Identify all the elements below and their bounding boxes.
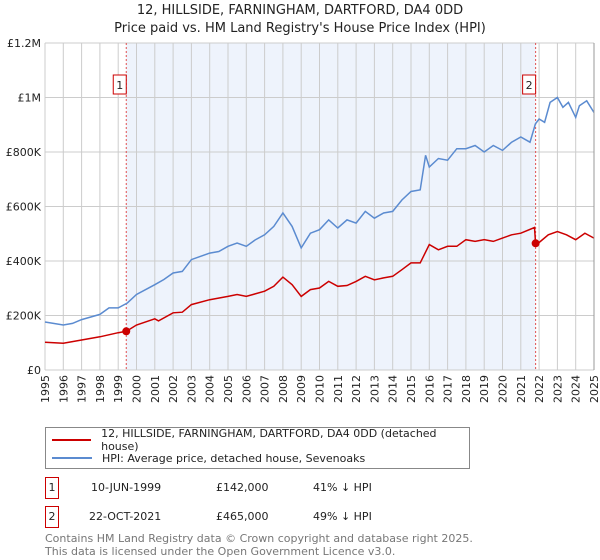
x-tick-label: 2021 [515,375,528,403]
x-tick-label: 2012 [350,375,363,403]
marker-label: 1 [116,79,123,92]
x-tick-label: 1998 [94,375,107,403]
x-tick-label: 2011 [332,375,345,403]
x-tick-label: 2016 [423,375,436,403]
transaction-date: 22-OCT-2021 [89,510,162,523]
transaction-delta: 49% ↓ HPI [313,510,372,523]
x-tick-label: 2025 [588,375,600,403]
legend-item-property: 12, HILLSIDE, FARNINGHAM, DARTFORD, DA4 … [52,427,469,453]
chart-subtitle: Price paid vs. HM Land Registry's House … [114,21,486,36]
transaction-delta: 41% ↓ HPI [313,481,372,494]
transaction-price: £465,000 [216,510,269,523]
y-tick-label: £600K [6,201,42,214]
x-tick-label: 2020 [497,375,510,403]
x-tick-label: 1997 [76,375,89,403]
x-tick-label: 2007 [259,375,272,403]
y-tick-label: £1M [18,92,42,105]
x-tick-label: 1996 [57,375,70,403]
x-tick-label: 2014 [387,375,400,403]
legend-item-hpi: HPI: Average price, detached house, Seve… [52,450,365,466]
x-tick-label: 2005 [222,375,235,403]
transaction-badge: 2 [45,506,59,528]
y-tick-label: £400K [6,255,42,268]
x-tick-label: 2017 [442,375,455,403]
x-tick-label: 2019 [478,375,491,403]
x-tick-label: 2024 [570,375,583,403]
footer-copyright: Contains HM Land Registry data © Crown c… [45,532,473,545]
marker-badge [112,74,127,95]
x-tick-label: 2004 [204,375,217,403]
transaction-price: £142,000 [216,481,269,494]
transaction-row: 1 10-JUN-1999 £142,000 41% ↓ HPI [45,477,545,499]
legend-label-hpi: HPI: Average price, detached house, Seve… [102,451,366,465]
chart-title: 12, HILLSIDE, FARNINGHAM, DARTFORD, DA4 … [136,3,464,18]
legend: 12, HILLSIDE, FARNINGHAM, DARTFORD, DA4 … [45,427,470,469]
x-tick-label: 2000 [131,375,144,403]
y-tick-label: £0 [27,364,41,377]
price-chart: 1995 1996 1997 1998 1999 2000 2001 2002 2003 2004… [6,37,600,403]
x-tick-label: 2023 [551,375,564,403]
x-tick-label: 2003 [185,375,198,403]
y-tick-label: £200K [6,310,42,323]
transaction-date: 10-JUN-1999 [91,481,162,494]
series-line-hpi [44,96,595,326]
x-tick-label: 2010 [314,375,327,403]
legend-label-property: 12, HILLSIDE, FARNINGHAM, DARTFORD, DA4 … [101,427,437,453]
footer-licence: This data is licensed under the Open Gov… [45,545,396,558]
sale-point [531,239,540,248]
x-tick-label: 2002 [167,375,180,403]
y-tick-label: £1.2M [7,37,41,50]
x-tick-label: 2001 [149,375,162,403]
x-tick-label: 1995 [39,375,52,403]
transaction-row: 2 22-OCT-2021 £465,000 49% ↓ HPI [45,506,545,528]
marker-label: 2 [526,79,533,92]
x-tick-label: 2018 [460,375,473,403]
legend-swatch-hpi [52,457,92,459]
transaction-badge: 1 [45,477,59,499]
x-tick-label: 2013 [368,375,381,403]
x-tick-label: 2008 [277,375,290,403]
x-tick-label: 2009 [295,375,308,403]
x-tick-label: 1999 [112,375,125,403]
x-tick-label: 2015 [405,375,418,403]
legend-swatch-property [52,439,92,441]
marker-badge [522,74,537,95]
series-line-property [44,226,595,345]
x-tick-label: 2006 [240,375,253,403]
y-tick-label: £800K [6,146,42,159]
x-tick-label: 2022 [533,375,546,403]
sale-point [122,327,131,336]
